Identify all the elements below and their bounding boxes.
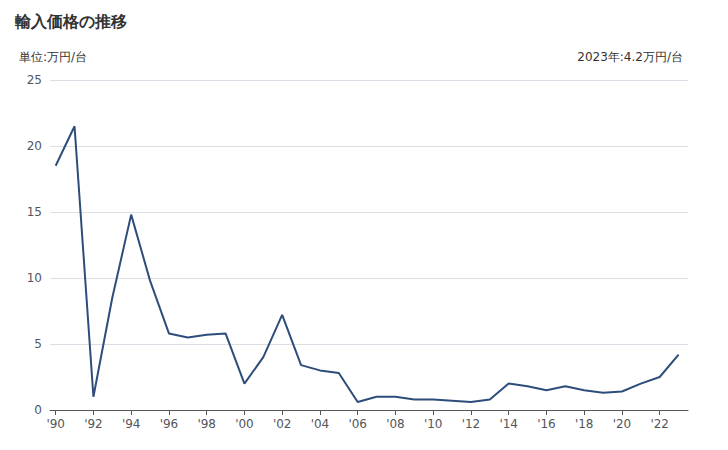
- svg-text:'16: '16: [537, 417, 556, 431]
- svg-text:'92: '92: [84, 417, 103, 431]
- svg-text:2023年:4.2万円/台: 2023年:4.2万円/台: [577, 50, 683, 64]
- svg-text:'04: '04: [311, 417, 330, 431]
- svg-text:単位:万円/台: 単位:万円/台: [19, 50, 87, 64]
- svg-text:'94: '94: [122, 417, 141, 431]
- svg-text:'90: '90: [46, 417, 65, 431]
- svg-text:25: 25: [27, 73, 42, 87]
- svg-text:5: 5: [34, 337, 42, 351]
- svg-text:'96: '96: [160, 417, 179, 431]
- svg-text:20: 20: [27, 139, 42, 153]
- svg-text:'14: '14: [499, 417, 518, 431]
- svg-text:'12: '12: [462, 417, 481, 431]
- svg-text:'00: '00: [235, 417, 254, 431]
- svg-text:0: 0: [34, 403, 42, 417]
- svg-text:輸入価格の推移: 輸入価格の推移: [14, 12, 127, 31]
- svg-text:'06: '06: [348, 417, 367, 431]
- svg-text:'08: '08: [386, 417, 405, 431]
- svg-text:'10: '10: [424, 417, 443, 431]
- svg-text:'22: '22: [650, 417, 669, 431]
- svg-text:10: 10: [27, 271, 42, 285]
- svg-text:'18: '18: [575, 417, 594, 431]
- svg-text:'98: '98: [197, 417, 216, 431]
- svg-text:15: 15: [27, 205, 42, 219]
- svg-text:'02: '02: [273, 417, 292, 431]
- svg-text:'20: '20: [613, 417, 632, 431]
